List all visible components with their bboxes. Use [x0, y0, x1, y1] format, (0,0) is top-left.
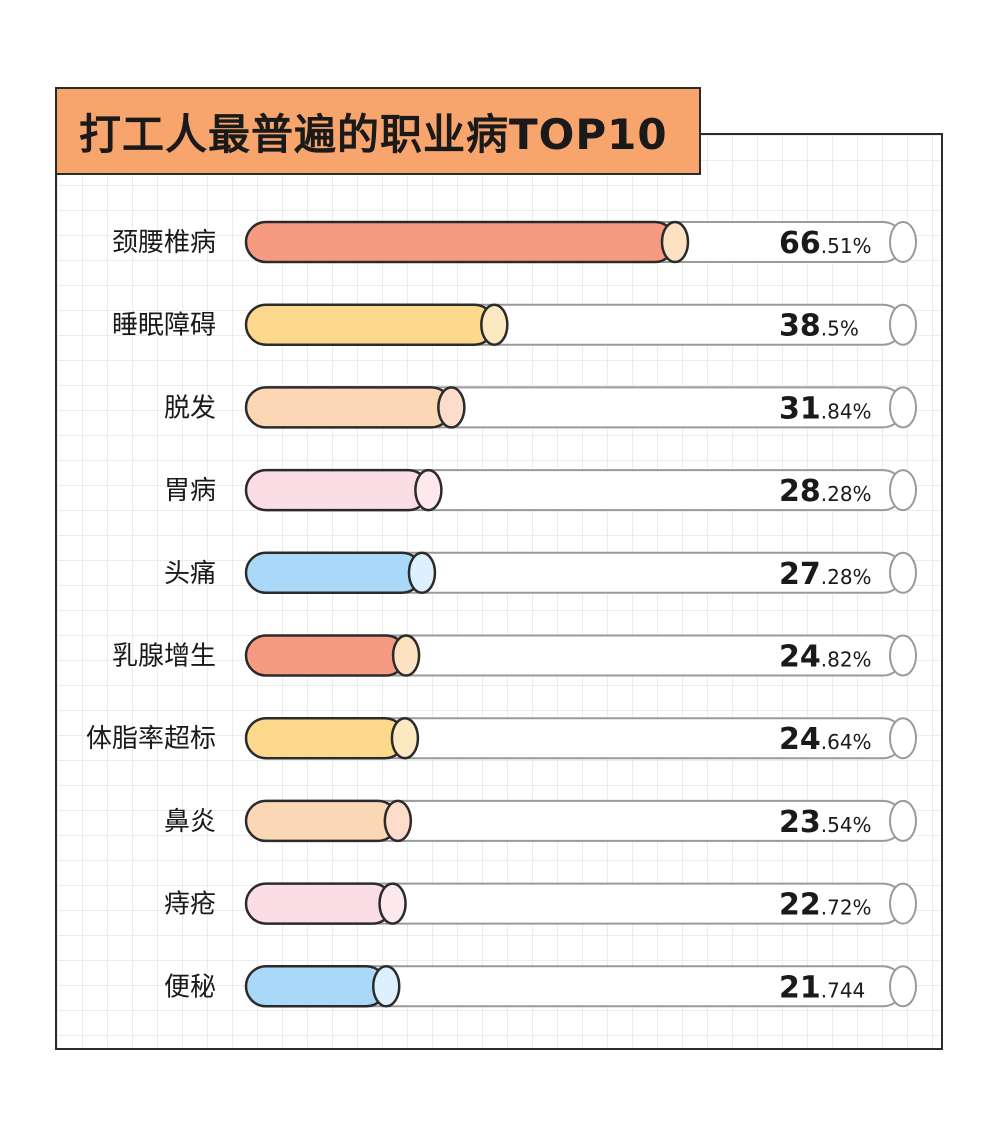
- bar-row: 乳腺增生 24.82%: [112, 634, 917, 677]
- bar-row: 睡眠障碍 38.5%: [112, 303, 917, 346]
- bar-cap: [414, 468, 443, 512]
- bar-row: 便秘 21.744: [164, 965, 917, 1008]
- bar: [244, 882, 394, 925]
- category-label: 乳腺增生: [112, 642, 216, 672]
- bar: [244, 799, 400, 843]
- bar-cap: [391, 634, 421, 677]
- bar: [244, 965, 388, 1008]
- chart-title-box: 打工人最普遍的职业病TOP10: [55, 87, 701, 175]
- bar: [244, 716, 407, 760]
- bar-track-cap: [889, 717, 917, 760]
- category-label: 痔疮: [164, 890, 216, 920]
- bar-cap: [437, 386, 466, 429]
- category-label: 颈腰椎病: [112, 228, 216, 258]
- value-label: 23.54%: [779, 805, 872, 840]
- bar: [244, 386, 453, 429]
- value-label: 31.84%: [779, 391, 872, 426]
- bar-track-cap: [889, 882, 917, 925]
- bar-track-cap: [889, 386, 917, 429]
- value-label: 38.5%: [779, 309, 859, 344]
- bar-cap: [390, 716, 420, 760]
- bar-cap: [371, 965, 401, 1008]
- bar-row: 脱发 31.84%: [164, 386, 917, 429]
- value-label: 22.72%: [779, 888, 872, 923]
- bar-track-cap: [889, 965, 917, 1008]
- value-label: 24.82%: [779, 640, 872, 675]
- category-label: 头痛: [164, 559, 216, 589]
- category-label: 鼻炎: [164, 807, 216, 837]
- bar: [244, 468, 430, 512]
- category-label: 胃病: [164, 476, 216, 506]
- bar: [244, 551, 424, 595]
- value-label: 27.28%: [779, 557, 872, 592]
- bar-track-cap: [889, 634, 917, 677]
- bar-track-cap: [889, 551, 917, 594]
- bar-row: 痔疮 22.72%: [164, 882, 917, 925]
- bar: [244, 634, 408, 677]
- bar-row: 头痛 27.28%: [164, 551, 917, 595]
- bar-track-cap: [889, 303, 917, 346]
- bar-cap: [383, 799, 413, 843]
- bar-track-cap: [889, 799, 917, 842]
- value-label: 66.51%: [779, 226, 872, 261]
- bar-cap: [378, 882, 407, 925]
- bar-cap: [407, 551, 437, 595]
- bar-row: 颈腰椎病 66.51%: [112, 220, 917, 264]
- category-label: 便秘: [164, 972, 216, 1002]
- value-label: 24.64%: [779, 722, 872, 757]
- bar: [244, 220, 677, 264]
- bar-cap: [480, 303, 509, 346]
- value-label: 28.28%: [779, 474, 872, 509]
- category-label: 睡眠障碍: [112, 311, 216, 341]
- bar: [244, 303, 496, 346]
- value-label: 21.744: [779, 970, 865, 1005]
- bar-row: 鼻炎 23.54%: [164, 799, 917, 843]
- chart-title: 打工人最普遍的职业病TOP10: [79, 109, 668, 159]
- bar-track-cap: [889, 221, 917, 263]
- bar-track-cap: [889, 469, 917, 512]
- category-label: 体脂率超标: [86, 724, 216, 754]
- category-label: 脱发: [164, 393, 216, 423]
- bar-row: 胃病 28.28%: [164, 468, 917, 512]
- bar-cap: [660, 220, 690, 264]
- bar-row: 体脂率超标 24.64%: [86, 716, 917, 760]
